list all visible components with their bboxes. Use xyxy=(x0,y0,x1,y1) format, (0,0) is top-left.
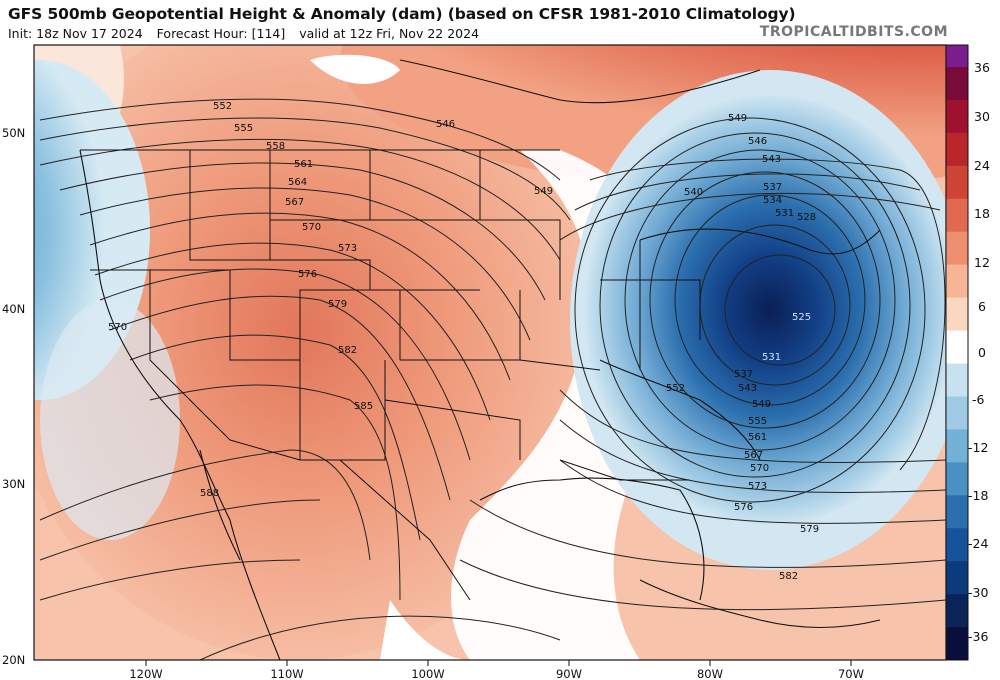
colorbar-segment xyxy=(946,165,968,200)
init-time: Init: 18z Nov 17 2024 xyxy=(8,26,143,41)
colorbar-label: 24 xyxy=(974,158,990,173)
map-field xyxy=(34,45,946,660)
colorbar-label: -36 xyxy=(968,629,988,644)
contour-label: 537 xyxy=(734,369,753,380)
colorbar-segment xyxy=(946,396,968,430)
lat-label-50n: 50N xyxy=(2,126,25,140)
colorbar-segment xyxy=(946,627,968,661)
colorbar-label: -24 xyxy=(968,536,988,551)
colorbar-segment xyxy=(946,330,968,364)
contour-label: 525 xyxy=(792,312,811,323)
lon-label-120w: 120W xyxy=(129,667,162,680)
contour-label: 555 xyxy=(748,416,767,427)
colorbar-label: 36 xyxy=(974,60,990,75)
colorbar-segment xyxy=(946,99,968,134)
colorbar-label: 0 xyxy=(978,345,986,360)
lon-label-100w: 100W xyxy=(411,667,444,680)
colorbar-segment xyxy=(946,363,968,397)
colorbar-segment xyxy=(946,462,968,496)
forecast-hour: Forecast Hour: [114] xyxy=(156,26,286,41)
colorbar-label: 6 xyxy=(978,299,986,314)
colorbar-segment xyxy=(946,297,968,332)
contour-label: 531 xyxy=(775,208,794,219)
contour-label: 561 xyxy=(294,159,313,170)
valid-time: valid at 12z Fri, Nov 22 2024 xyxy=(299,26,480,41)
contour-label: 564 xyxy=(288,177,307,188)
coastlines xyxy=(79,59,881,660)
colorbar-segment xyxy=(946,198,968,233)
contour-label: 549 xyxy=(534,186,553,197)
contour-label: 549 xyxy=(752,399,771,410)
height-contours xyxy=(39,98,946,660)
contour-label: 531 xyxy=(762,352,781,363)
colorbar-segment xyxy=(946,429,968,463)
colorbar-segment xyxy=(946,561,968,595)
colorbar-segment xyxy=(946,264,968,299)
contour-label: 537 xyxy=(763,182,782,193)
contour-label: 579 xyxy=(800,524,819,535)
contour-label: 579 xyxy=(328,299,347,310)
contour-label: 549 xyxy=(728,113,747,124)
contour-label: 588 xyxy=(200,488,219,499)
contour-label: 546 xyxy=(436,119,455,130)
contour-label: 543 xyxy=(738,383,757,394)
colorbar-label: 12 xyxy=(974,255,990,270)
colorbar-segment xyxy=(946,132,968,167)
colorbar-segment xyxy=(946,528,968,562)
map-title: GFS 500mb Geopotential Height & Anomaly … xyxy=(8,5,796,23)
contour-label: 558 xyxy=(266,141,285,152)
contour-label: 552 xyxy=(666,383,685,394)
contour-label: 552 xyxy=(213,101,232,112)
colorbar-segment xyxy=(946,45,968,67)
colorbar-label: -6 xyxy=(972,392,985,407)
contour-label: 576 xyxy=(298,269,317,280)
colorbar xyxy=(945,44,969,661)
contour-label: 546 xyxy=(748,136,767,147)
lat-label-40n: 40N xyxy=(2,302,25,316)
contour-label: 540 xyxy=(684,187,703,198)
contour-label: 570 xyxy=(302,222,321,233)
contour-label: 567 xyxy=(285,197,304,208)
lon-label-70w: 70W xyxy=(838,667,864,680)
colorbar-segment xyxy=(946,67,968,101)
colorbar-label: -30 xyxy=(968,585,988,600)
colorbar-label: -18 xyxy=(968,488,988,503)
axis-ticks xyxy=(145,660,852,666)
colorbar-label: 18 xyxy=(974,206,990,221)
political-borders xyxy=(80,149,701,601)
colorbar-segment xyxy=(946,594,968,628)
colorbar-frame xyxy=(945,44,969,661)
contour-label: 567 xyxy=(744,450,763,461)
colorbar-labels: 36 30 24 18 12 6 0 -6 -12 -18 -24 -30 -3… xyxy=(968,60,990,644)
contour-label: 528 xyxy=(797,212,816,223)
contour-label: 534 xyxy=(763,195,782,206)
contour-label: 576 xyxy=(734,502,753,513)
map-subtitle: Init: 18z Nov 17 2024 Forecast Hour: [114… xyxy=(8,26,493,41)
contour-label: 570 xyxy=(108,322,127,333)
lat-label-20n: 20N xyxy=(2,653,25,667)
contour-label: 555 xyxy=(234,123,253,134)
contour-label: 543 xyxy=(762,154,781,165)
colorbar-label: -12 xyxy=(968,440,988,455)
watermark-logo: TROPICALTIDBITS.COM xyxy=(759,24,948,40)
lon-label-90w: 90W xyxy=(556,667,582,680)
contour-label: 573 xyxy=(338,243,357,254)
contour-label: 582 xyxy=(338,345,357,356)
contour-label: 585 xyxy=(354,401,373,412)
contour-label: 573 xyxy=(748,481,767,492)
contour-label: 570 xyxy=(750,463,769,474)
contour-label: 582 xyxy=(779,571,798,582)
lat-label-30n: 30N xyxy=(2,477,25,491)
contour-label: 561 xyxy=(748,432,767,443)
lon-label-110w: 110W xyxy=(270,667,303,680)
colorbar-segment xyxy=(946,231,968,266)
colorbar-label: 30 xyxy=(974,109,990,124)
colorbar-segment xyxy=(946,495,968,529)
lon-label-80w: 80W xyxy=(697,667,723,680)
contour-labels: 552 555 558 561 564 567 570 573 576 579 … xyxy=(108,101,819,582)
